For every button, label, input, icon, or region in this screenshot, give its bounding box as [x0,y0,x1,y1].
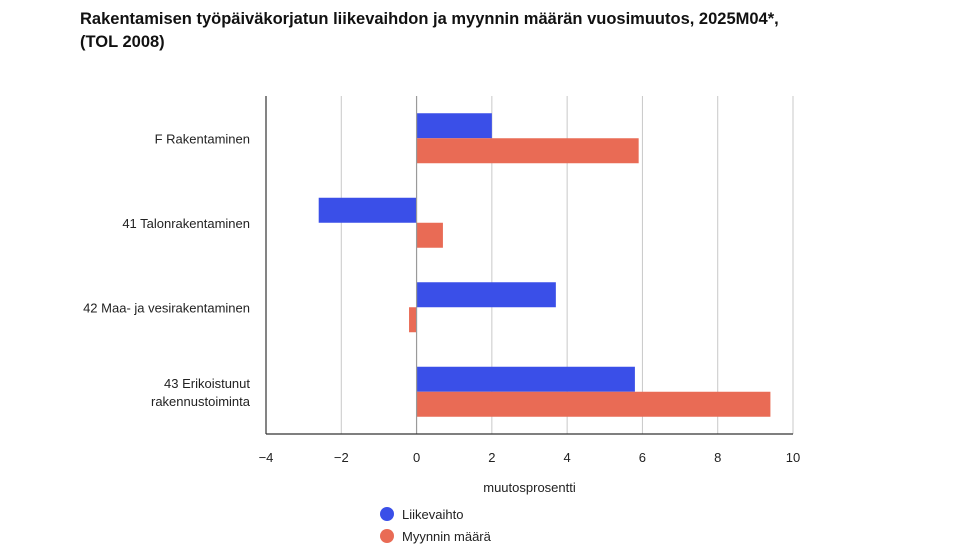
bar-myynnin-maara [416,138,639,164]
chart-title-line-2: (TOL 2008) [80,33,165,51]
bar-liikevaihto [416,113,492,139]
legend: Liikevaihto Myynnin määrä [380,503,491,547]
legend-swatch-myynnin-maara [380,529,394,543]
legend-item-myynnin-maara: Myynnin määrä [380,525,491,547]
x-tick-label: 2 [488,450,495,465]
bar-myynnin-maara [409,307,417,333]
bar-myynnin-maara [416,391,771,417]
x-tick-label: 8 [714,450,721,465]
category-label: 43 Erikoistunut [164,376,250,391]
bar-liikevaihto [416,366,635,392]
legend-swatch-liikevaihto [380,507,394,521]
x-tick-label: −4 [259,450,274,465]
bar-myynnin-maara [416,222,443,248]
x-axis-title: muutosprosentti [483,480,576,495]
category-label: rakennustoiminta [151,394,251,409]
chart-title-line-1: Rakentamisen työpäiväkorjatun liikevaihd… [80,10,779,28]
bar-liikevaihto [318,197,417,223]
category-label: 42 Maa- ja vesirakentaminen [83,300,250,315]
legend-label-liikevaihto: Liikevaihto [402,506,464,522]
x-tick-label: 4 [564,450,571,465]
category-label: 41 Talonrakentaminen [122,216,250,231]
bar-liikevaihto [416,282,556,308]
category-label: F Rakentaminen [155,131,250,146]
legend-item-liikevaihto: Liikevaihto [380,503,491,525]
x-tick-label: −2 [334,450,349,465]
chart-title: Rakentamisen työpäiväkorjatun liikevaihd… [80,8,900,54]
x-tick-label: 6 [639,450,646,465]
legend-label-myynnin-maara: Myynnin määrä [402,528,491,544]
x-tick-label: 0 [413,450,420,465]
x-tick-label: 10 [786,450,800,465]
